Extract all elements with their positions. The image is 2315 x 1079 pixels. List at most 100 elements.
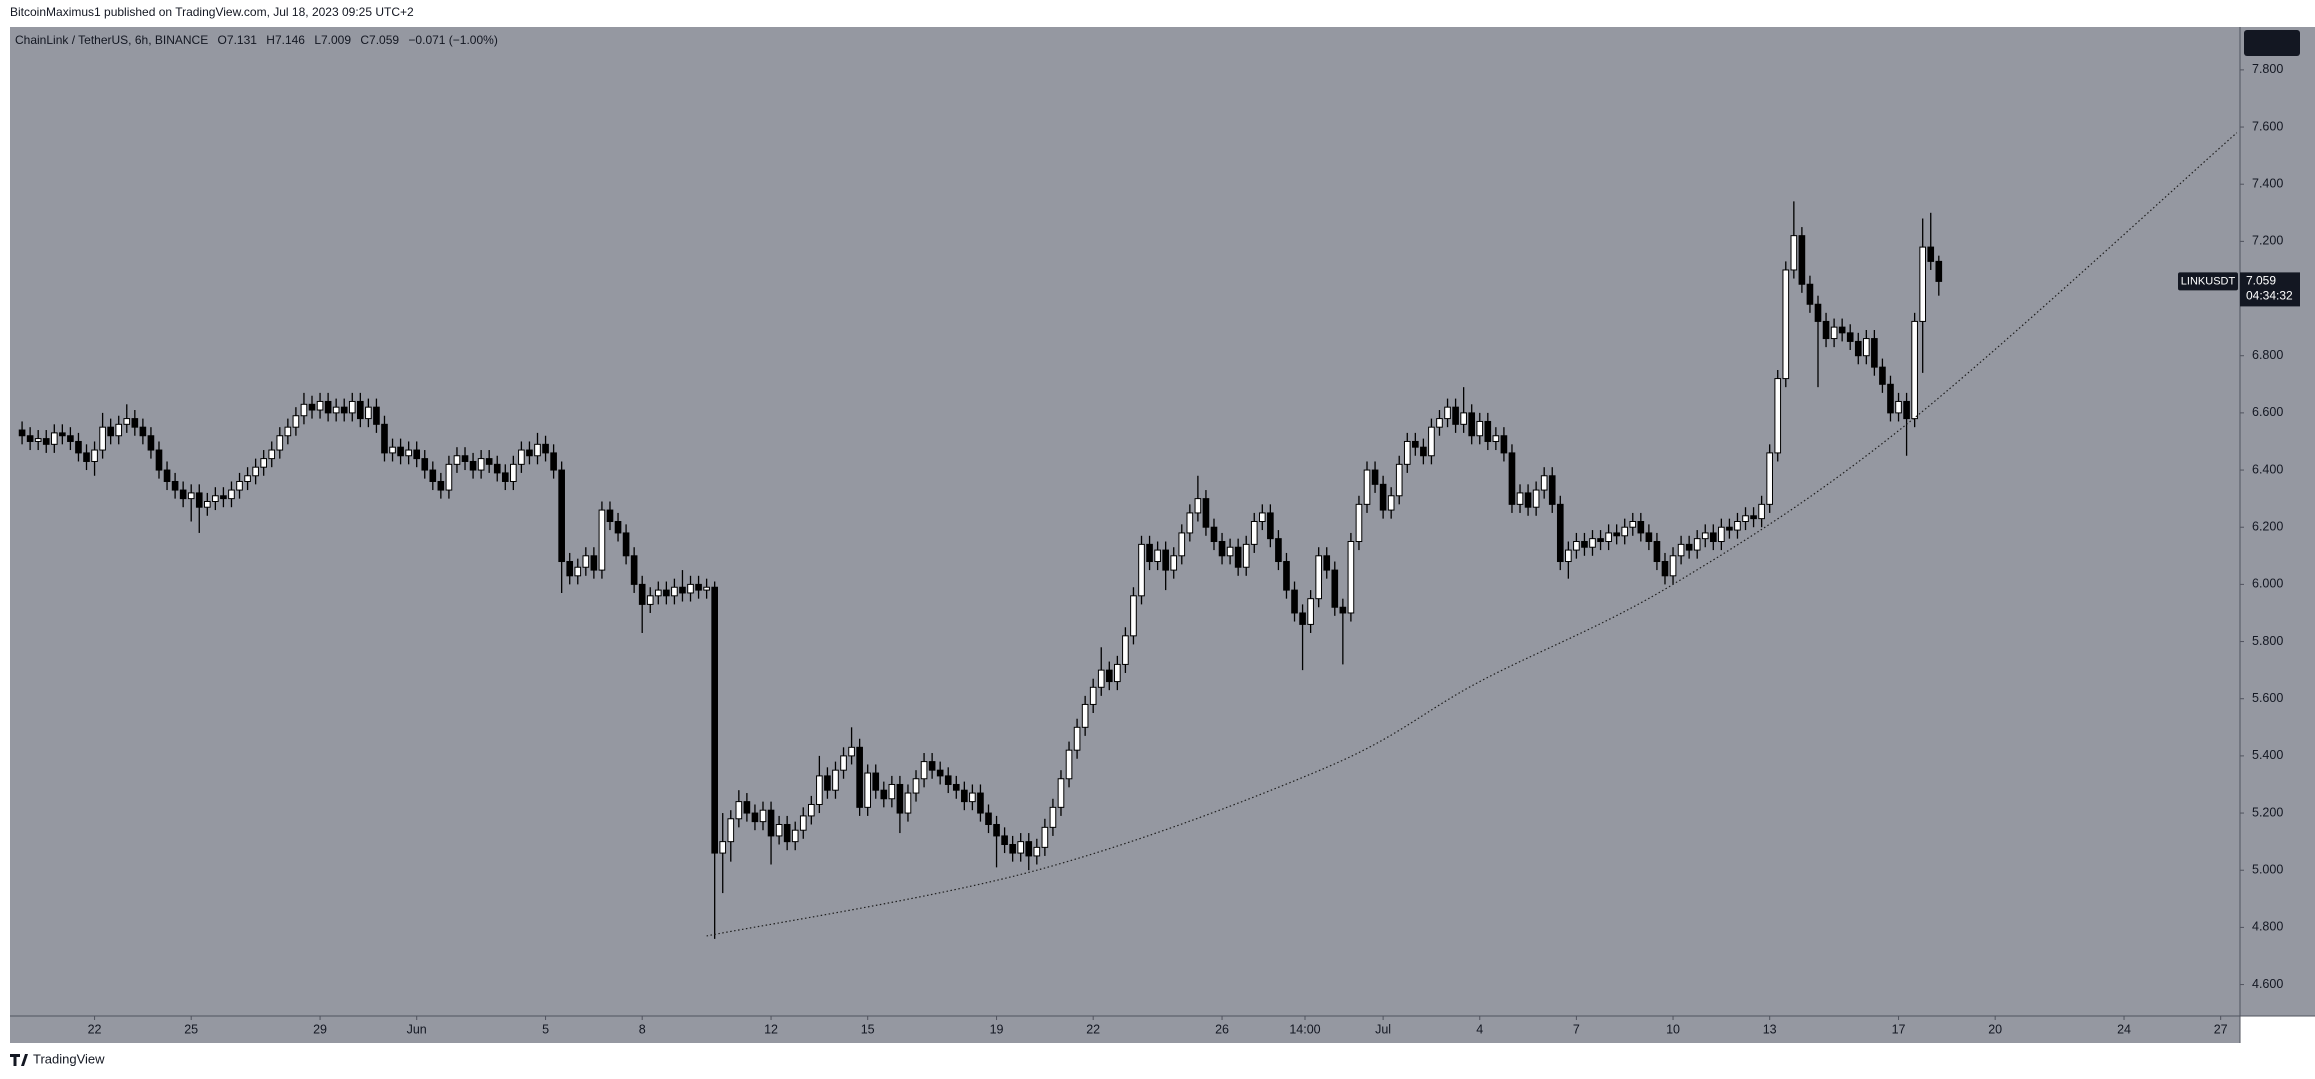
candle-body (1492, 435, 1500, 442)
candle-body (1371, 469, 1379, 485)
x-tick-label: 4 (1476, 1022, 1483, 1036)
y-tick-label: 5.200 (2252, 805, 2283, 819)
candle-body (1871, 338, 1878, 368)
candle-body (1267, 512, 1274, 540)
x-tick-label: 15 (861, 1022, 875, 1036)
candle-body (1009, 843, 1016, 854)
candle-body (203, 500, 211, 508)
candle-body (1581, 541, 1588, 548)
candle-body (1790, 235, 1798, 271)
candle-body (1565, 549, 1572, 563)
candle-body (961, 789, 968, 803)
x-tick-label: 8 (639, 1022, 646, 1036)
candle-body (220, 495, 227, 500)
candle-body (856, 746, 863, 808)
legend-high-label: H (266, 33, 275, 47)
candle-body (1355, 503, 1363, 543)
candle-body (1597, 538, 1604, 543)
candle-body (284, 426, 292, 437)
candle-body (832, 769, 839, 791)
candle-body (501, 472, 509, 482)
candle-body (1701, 532, 1709, 540)
candle-body (348, 400, 356, 414)
x-tick-label: 22 (88, 1022, 102, 1036)
candle-body (791, 829, 799, 843)
candle-body (1677, 543, 1685, 557)
candle-body (687, 583, 694, 594)
candle-body (775, 823, 783, 837)
y-tick-label: 5.600 (2252, 691, 2283, 705)
candle-body (1428, 426, 1435, 457)
candle-body (1387, 495, 1395, 511)
symbol-badge (2178, 272, 2238, 291)
candle-body (1395, 463, 1403, 497)
candle-body (1130, 595, 1137, 637)
candle-body (1718, 526, 1725, 543)
candle-body (1258, 512, 1266, 523)
candle-body (1532, 489, 1540, 508)
candle-body (880, 789, 888, 800)
candle-body (1782, 269, 1790, 380)
candle-body (1242, 543, 1250, 568)
candle-body (147, 435, 155, 451)
candle-body (1540, 475, 1548, 491)
candle-body (187, 492, 195, 500)
candle-body (1452, 406, 1459, 425)
toolbar-button[interactable] (2244, 30, 2300, 56)
price-badge-label: 7.059 (2246, 274, 2276, 288)
candle-body (1830, 326, 1838, 340)
candle-body (1605, 532, 1612, 543)
candle-body (123, 418, 131, 425)
candle-body (26, 435, 34, 442)
x-tick-label: 29 (313, 1022, 327, 1036)
candle-body (1734, 521, 1741, 531)
candle-body (807, 803, 815, 817)
candle-body (1363, 469, 1371, 505)
x-tick-label: 10 (1666, 1022, 1680, 1036)
x-tick-label: 12 (764, 1022, 778, 1036)
y-tick-label: 6.200 (2252, 520, 2283, 534)
candle-body (590, 555, 598, 571)
candle-body (1629, 521, 1637, 528)
x-tick-label: 19 (990, 1022, 1004, 1036)
candle-body (727, 818, 735, 843)
candle-body (1315, 555, 1323, 600)
candle-body (1307, 598, 1314, 625)
candle-body (1548, 475, 1556, 505)
candle-body (1822, 320, 1830, 340)
candle-body (228, 489, 235, 500)
candle-body (244, 475, 251, 482)
x-tick-label: 26 (1215, 1022, 1229, 1036)
legend-close-label: C (360, 33, 369, 47)
candle-body (357, 400, 364, 420)
candle-body (50, 432, 58, 445)
candle-body (18, 429, 26, 437)
x-tick-label: 25 (184, 1022, 198, 1036)
candle-body (518, 449, 525, 465)
candle-body (1202, 498, 1210, 528)
candle-body (485, 458, 493, 465)
logo-mark (10, 1054, 28, 1066)
candle-body (1766, 452, 1773, 505)
candle-body (993, 823, 1000, 837)
candle-body (1476, 420, 1484, 437)
y-tick-label: 5.400 (2252, 748, 2283, 762)
candle-body (888, 783, 896, 800)
candle-body (1927, 246, 1935, 262)
publisher-line: BitcoinMaximus1 published on TradingView… (10, 5, 414, 19)
y-tick-label: 6.000 (2252, 577, 2283, 591)
x-tick-label: 17 (1892, 1022, 1906, 1036)
candle-body (510, 463, 517, 482)
candle-body (952, 783, 960, 791)
candle-body (703, 586, 710, 591)
candle-body (574, 566, 582, 577)
candle-body (1073, 726, 1081, 751)
candle-body (1194, 498, 1202, 514)
candle-body (679, 586, 686, 594)
time-axis-background (10, 1016, 2240, 1043)
candle-body (300, 403, 308, 417)
candle-body (840, 755, 847, 771)
candle-body (1146, 543, 1153, 563)
candle-body (397, 446, 404, 457)
candle-body (1065, 749, 1073, 780)
